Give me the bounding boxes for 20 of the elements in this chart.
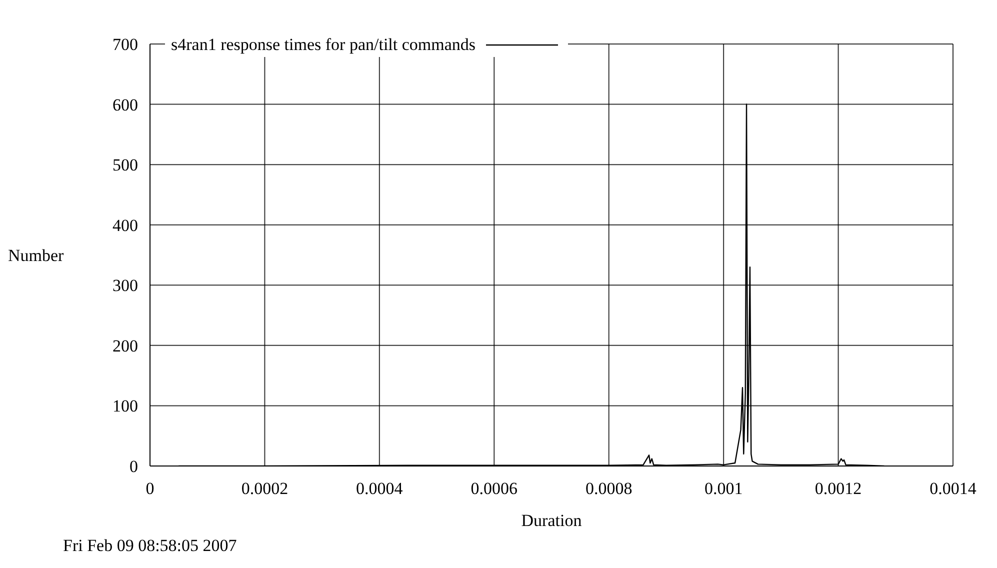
y-tick-label: 100	[112, 396, 138, 416]
y-tick-label: 600	[112, 95, 138, 114]
x-tick-label: 0.0006	[470, 479, 518, 498]
x-axis-title: Duration	[521, 511, 582, 530]
y-axis-title: Number	[8, 246, 64, 266]
x-tick-label: 0.0012	[814, 479, 862, 498]
y-tick-label: 0	[130, 457, 138, 476]
y-tick-label: 300	[112, 276, 138, 296]
y-tick-label: 400	[112, 216, 138, 235]
x-tick-label: 0.0004	[356, 479, 404, 498]
x-tick-label: 0	[146, 479, 154, 498]
legend-label: s4ran1 response times for pan/tilt commands	[171, 35, 476, 55]
x-tick-label: 0.0014	[930, 479, 977, 498]
x-tick-label: 0.0002	[241, 479, 288, 498]
y-tick-label: 200	[112, 336, 138, 356]
x-tick-label: 0.0008	[585, 479, 632, 498]
x-tick-label: 0.001	[704, 479, 743, 498]
y-tick-label: 700	[112, 35, 138, 54]
text: Fri Feb 09 08:58:05 2007	[63, 536, 237, 556]
y-tick-label: 500	[112, 156, 138, 175]
